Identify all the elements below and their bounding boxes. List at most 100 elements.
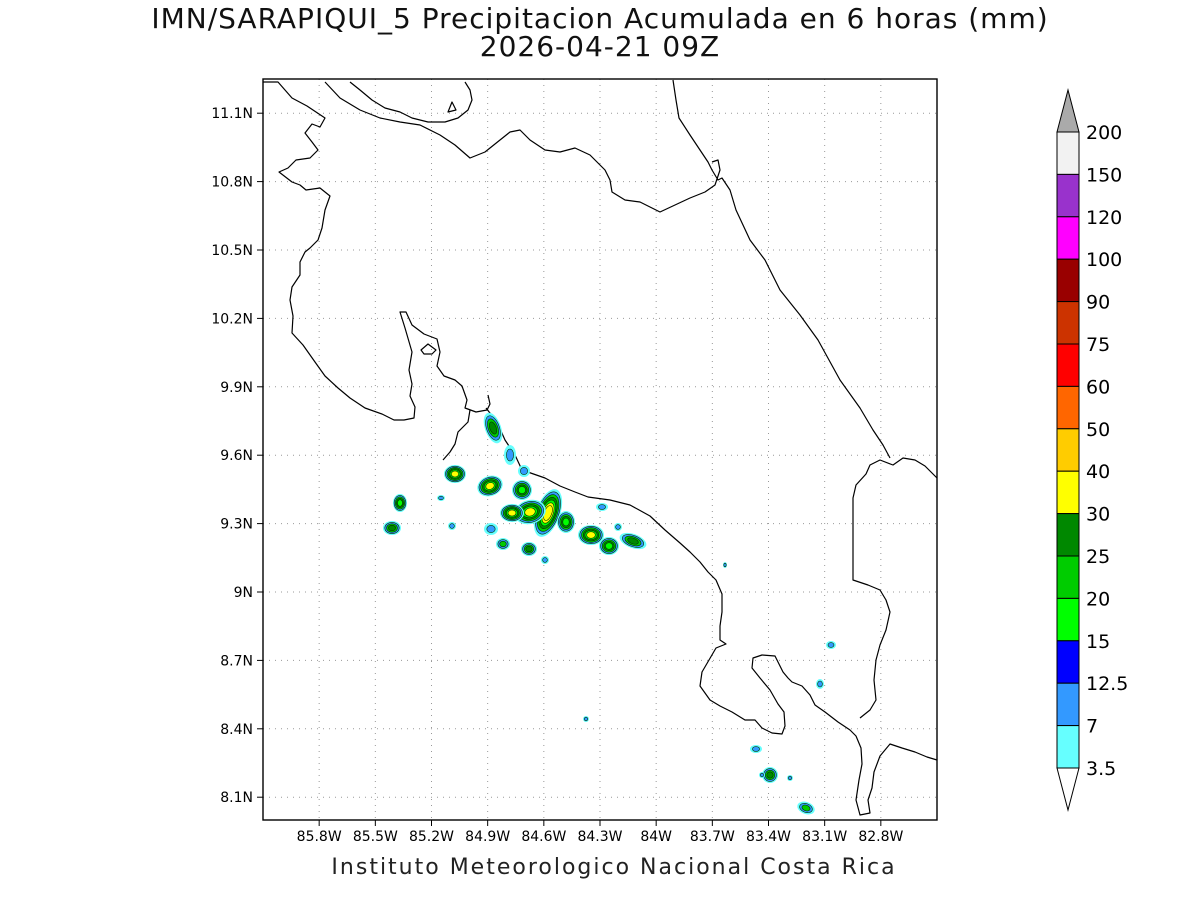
legend-swatch — [1056, 173, 1080, 218]
legend-swatch — [1056, 470, 1080, 515]
precip-cell — [499, 540, 507, 548]
legend-swatch — [1056, 640, 1080, 684]
lon-tick-label: 82.8W — [858, 829, 903, 845]
legend-level-label: 15 — [1086, 631, 1110, 653]
lat-tick-label: 8.7N — [220, 653, 253, 669]
footer-credit: Instituto Meteorologico Nacional Costa R… — [331, 855, 897, 880]
lat-tick-label: 9.3N — [220, 517, 253, 533]
precip-cell — [759, 772, 765, 778]
lon-tick-label: 84W — [640, 829, 672, 845]
legend-level-label: 60 — [1086, 376, 1110, 398]
coastline-pacific — [485, 407, 938, 816]
precip-cell — [438, 495, 444, 501]
lat-tick-label: 10.5N — [211, 243, 253, 259]
legend-level-label: 12.5 — [1086, 673, 1128, 695]
precip-cell — [766, 771, 774, 779]
legend-swatch — [1056, 513, 1080, 557]
legend-level-label: 3.5 — [1086, 758, 1116, 780]
precipitation-field — [383, 412, 836, 815]
precip-cell — [486, 525, 496, 533]
precip-cell — [524, 507, 536, 517]
legend-level-label: 90 — [1086, 292, 1110, 314]
legend-swatch — [1056, 597, 1080, 642]
legend-swatch — [1056, 725, 1080, 769]
legend-over-arrow — [1056, 88, 1080, 133]
lat-tick-label: 8.1N — [220, 790, 253, 806]
precip-cell — [525, 545, 533, 553]
lon-tick-label: 84.3W — [577, 829, 622, 845]
legend-level-label: 25 — [1086, 546, 1110, 568]
lat-tick-label: 8.4N — [220, 722, 253, 738]
precip-cell — [615, 524, 621, 530]
lon-tick-label: 84.9W — [465, 829, 510, 845]
coastline-lake-nicaragua — [349, 81, 473, 123]
precip-cell — [451, 470, 459, 478]
precip-cell — [586, 531, 596, 539]
coastline-caribbean-north — [672, 79, 891, 459]
coastline-caribbean — [852, 457, 938, 719]
precip-cell — [801, 804, 811, 812]
island-small — [447, 101, 457, 113]
legend-level-label: 30 — [1086, 504, 1110, 526]
legend-swatch — [1056, 258, 1080, 303]
lat-tick-label: 10.2N — [211, 311, 253, 327]
legend-swatch — [1056, 385, 1080, 430]
legend-level-label: 100 — [1086, 249, 1122, 271]
chart-subtitle-date: 2026-04-21 09Z — [479, 30, 721, 63]
lat-tick-label: 9.9N — [220, 380, 253, 396]
precip-cell — [388, 524, 396, 532]
island-chira — [420, 343, 437, 355]
legend-level-label: 200 — [1086, 122, 1122, 144]
precip-cell — [752, 746, 760, 752]
legend-level-label: 50 — [1086, 419, 1110, 441]
precip-cell — [449, 523, 455, 529]
legend-swatch — [1056, 131, 1080, 175]
lat-tick-label: 10.8N — [211, 175, 253, 191]
legend-level-label: 75 — [1086, 334, 1110, 356]
precip-cell — [397, 499, 403, 507]
lon-tick-label: 85.8W — [297, 829, 342, 845]
precip-cell — [598, 504, 606, 510]
lat-tick-label: 9.6N — [220, 448, 253, 464]
legend-level-label: 150 — [1086, 164, 1122, 186]
precip-cell — [583, 716, 589, 722]
precip-cell — [542, 557, 548, 563]
lat-tick-label: 9N — [234, 585, 253, 601]
coastline — [263, 79, 938, 816]
precip-cell — [627, 537, 639, 545]
latitude-tick-labels: 11.1N 10.8N 10.5N 10.2N 9.9N 9.6N 9.3N 9N 8.7N 8.… — [211, 106, 263, 806]
coastline-nicaragua — [324, 81, 721, 213]
precip-cell — [605, 542, 613, 550]
precip-cell — [520, 467, 528, 475]
precip-cell — [817, 680, 823, 688]
legend-level-label: 20 — [1086, 588, 1110, 610]
legend-level-label: 120 — [1086, 207, 1122, 229]
coastline-nicoya-gulf — [442, 409, 471, 461]
precip-cell — [562, 517, 570, 527]
legend-level-label: 7 — [1086, 716, 1098, 738]
lon-tick-label: 83.4W — [746, 829, 791, 845]
map-grid — [263, 79, 937, 820]
lon-tick-label: 84.6W — [521, 829, 566, 845]
legend-swatch — [1056, 301, 1080, 345]
precip-cell — [506, 448, 514, 462]
chart-title: IMN/SARAPIQUI_5 Precipitacion Acumulada … — [151, 2, 1049, 35]
legend-swatch — [1056, 682, 1080, 727]
legend-level-label: 40 — [1086, 461, 1110, 483]
lon-tick-label: 85.2W — [409, 829, 454, 845]
lon-tick-label: 83.1W — [802, 829, 847, 845]
legend-swatch — [1056, 428, 1080, 472]
precip-cell — [485, 482, 495, 490]
precip-cell — [723, 562, 727, 568]
legend-swatch — [1056, 343, 1080, 387]
precip-cell — [507, 509, 517, 517]
coastline-nicoya-north — [263, 81, 491, 421]
precip-cell — [488, 421, 498, 435]
legend-swatch — [1056, 216, 1080, 260]
legend-under-arrow — [1056, 767, 1080, 812]
precip-cell — [518, 486, 526, 494]
precip-cell — [787, 775, 793, 781]
precip-cell — [827, 642, 835, 648]
